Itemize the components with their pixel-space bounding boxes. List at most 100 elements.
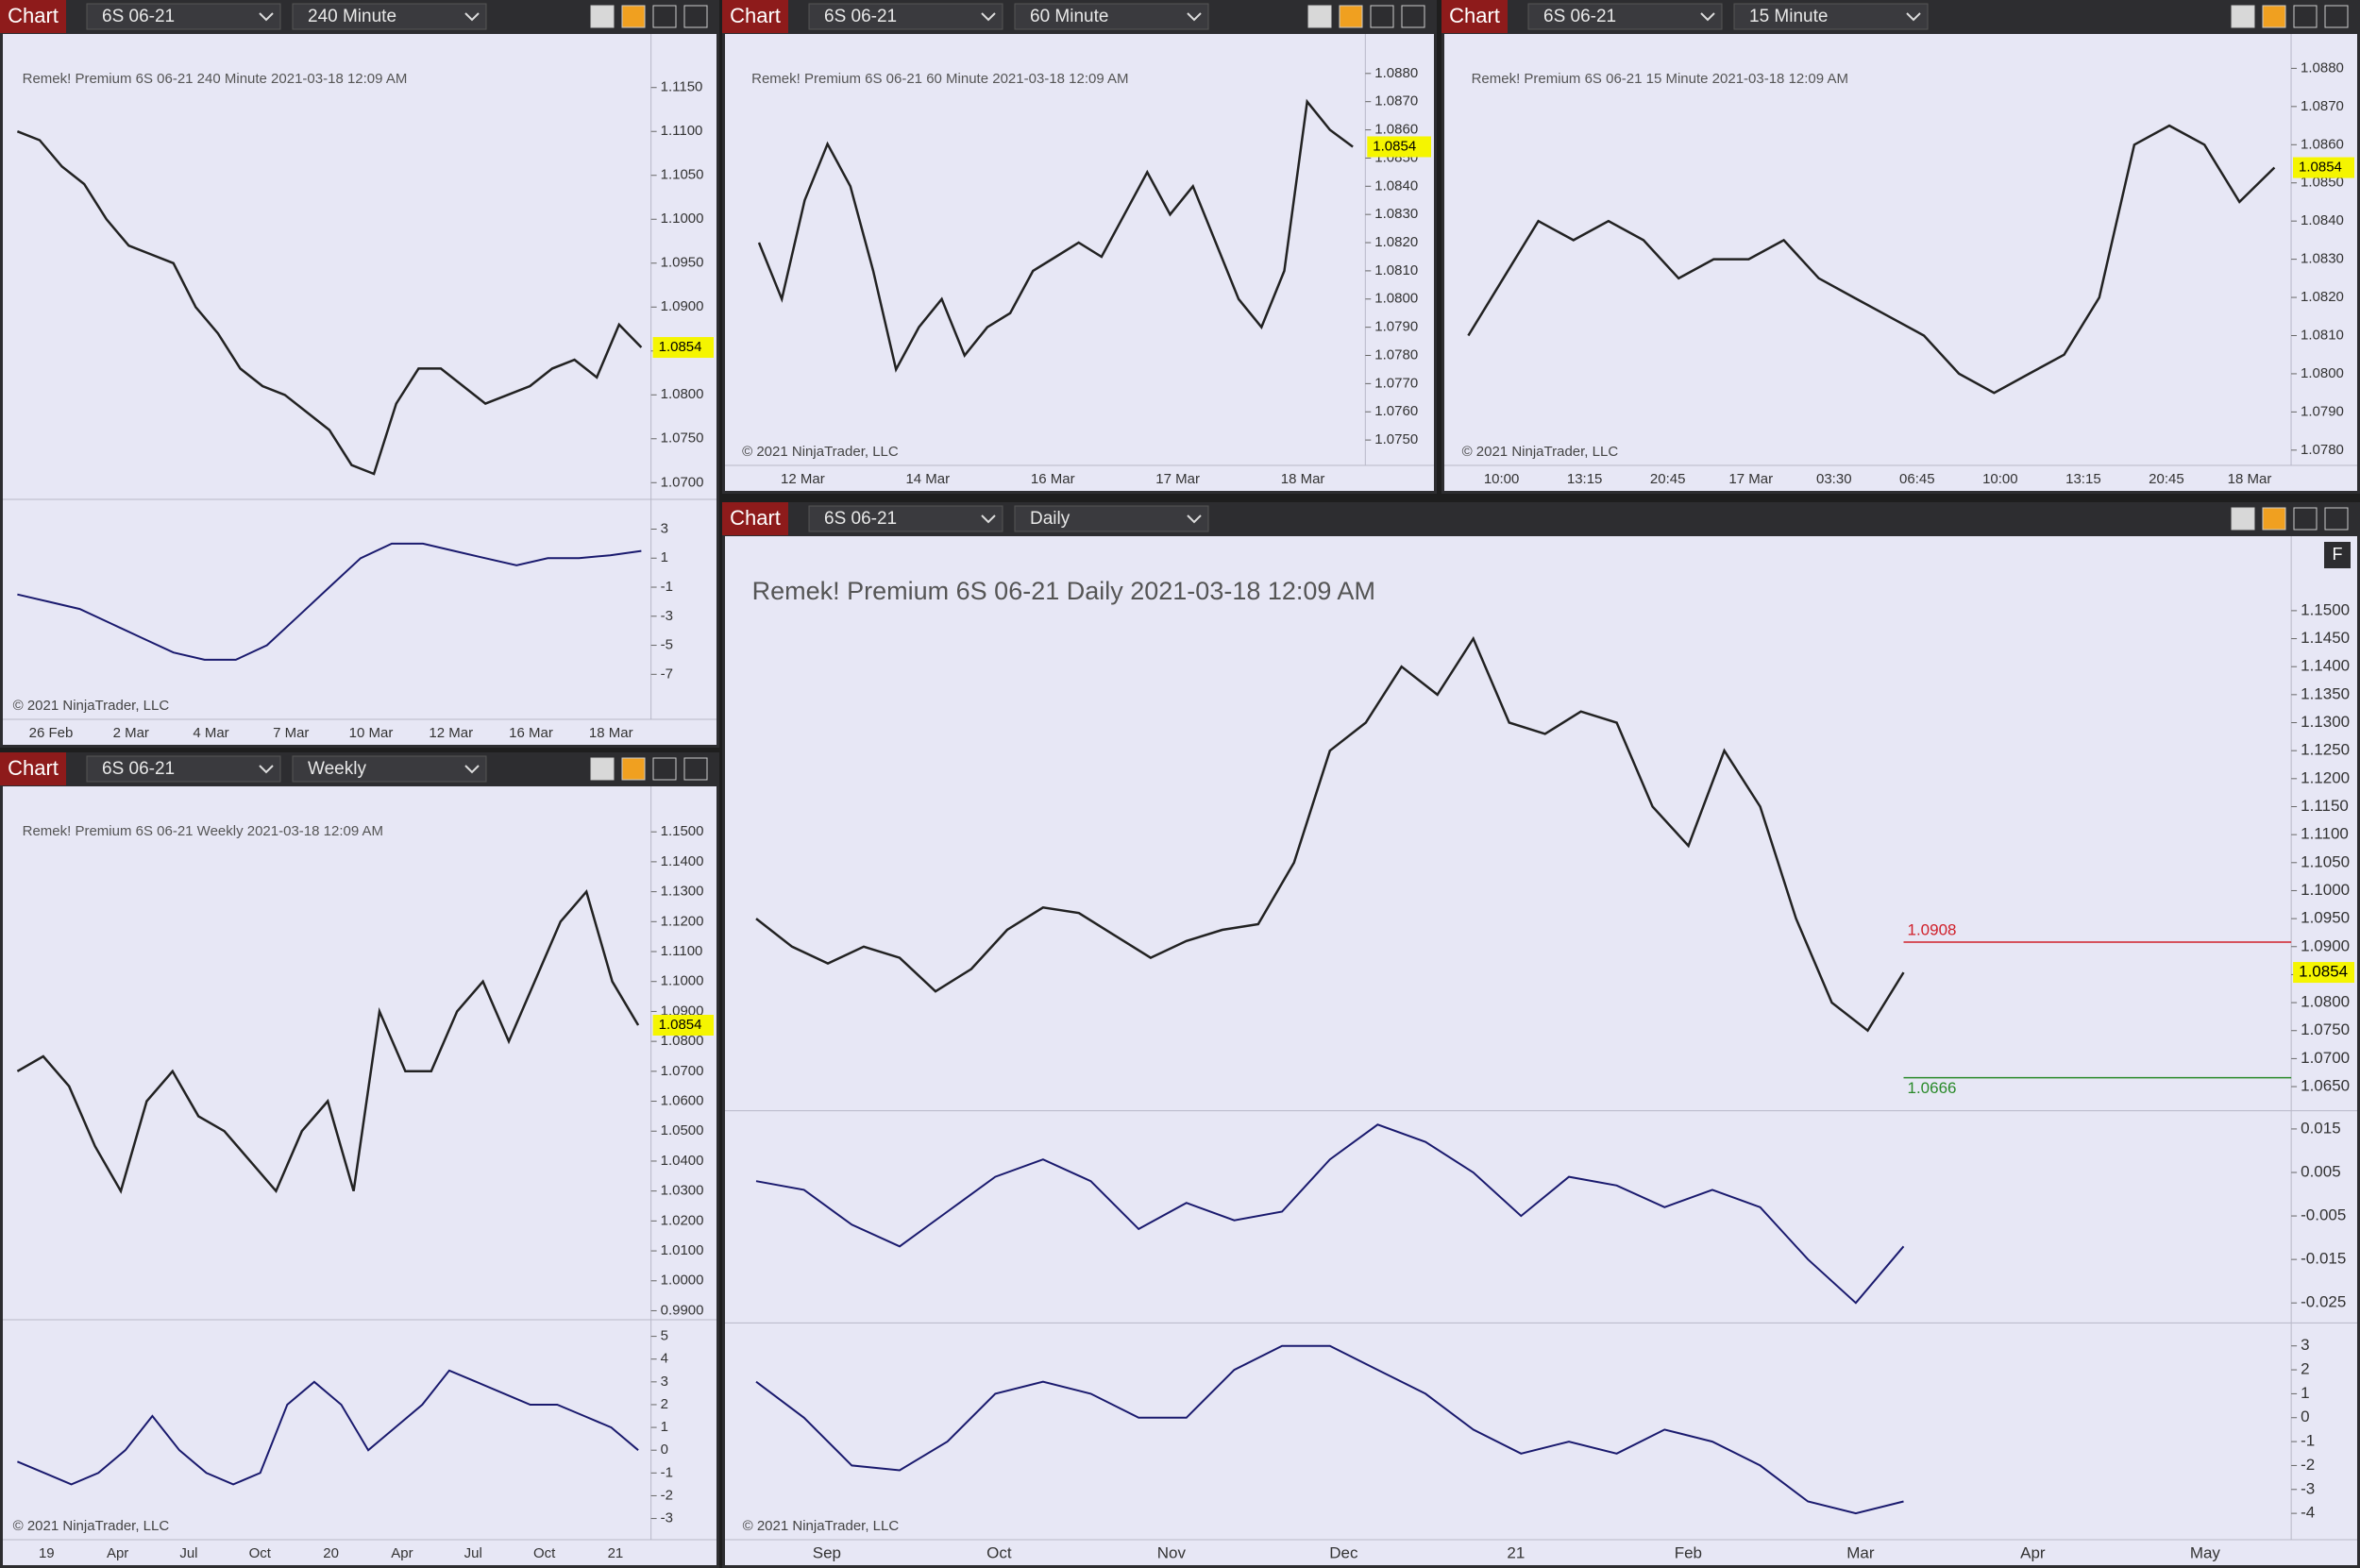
chart-tab	[722, 502, 788, 535]
y-tick-label: -1	[2301, 1432, 2315, 1450]
last-price-tag	[652, 1015, 714, 1037]
instrument-dropdown-text[interactable]: 6S 06-21	[102, 759, 175, 779]
x-tick-label: 06:45	[1899, 471, 1935, 487]
window-button[interactable]	[2293, 507, 2318, 531]
chart-area	[725, 34, 1434, 491]
x-tick-label: 21	[1507, 1543, 1525, 1561]
y-tick-label: 1.0750	[2301, 1020, 2350, 1038]
window-button[interactable]	[590, 5, 615, 28]
y-tick-label: -7	[661, 666, 673, 682]
dropdown-caret	[1906, 12, 1921, 22]
watermark: © 2021 NinjaTrader, LLC	[743, 1518, 900, 1534]
y-tick-label: 1.0780	[1374, 346, 1418, 362]
window-button[interactable]	[652, 757, 677, 781]
y-tick-label: 1.0860	[2301, 136, 2344, 152]
window-button[interactable]	[2324, 5, 2349, 28]
y-tick-label: 1.0900	[2301, 936, 2350, 954]
instrument-dropdown-text[interactable]: 6S 06-21	[824, 509, 897, 529]
y-tick-label: 1.1400	[661, 853, 704, 869]
instrument-dropdown-text[interactable]: 6S 06-21	[824, 7, 897, 26]
interval-dropdown-text[interactable]: 240 Minute	[308, 7, 396, 26]
dropdown[interactable]	[1014, 3, 1209, 30]
y-tick-label: 1.0750	[661, 430, 704, 447]
window-button[interactable]	[2231, 507, 2255, 531]
window-button[interactable]	[1401, 5, 1425, 28]
y-tick-label: 1.0800	[2301, 993, 2350, 1011]
window-button[interactable]	[2324, 507, 2349, 531]
dropdown-caret	[981, 514, 996, 524]
x-tick-label: 17 Mar	[1728, 471, 1773, 487]
chart-info-title: Remek! Premium 6S 06-21 Daily 2021-03-18…	[752, 577, 1375, 605]
x-tick-label: Dec	[1329, 1543, 1358, 1561]
dropdown[interactable]	[808, 3, 1003, 30]
interval-dropdown-text[interactable]: 15 Minute	[1749, 7, 1828, 26]
x-tick-label: 18 Mar	[589, 725, 633, 741]
x-tick-label: 16 Mar	[509, 725, 553, 741]
dropdown-caret	[981, 12, 996, 22]
dropdown[interactable]	[86, 755, 281, 783]
window-button[interactable]	[590, 757, 615, 781]
y-tick-label: -0.005	[2301, 1206, 2346, 1224]
window-button[interactable]	[683, 757, 708, 781]
chart-window: Chart 6S 06-21 Daily 1.1500 1.1450 1.1400 1.13…	[722, 502, 2360, 1568]
x-tick-label: 19	[39, 1545, 55, 1561]
dropdown[interactable]	[292, 3, 487, 30]
side-button[interactable]	[2324, 542, 2351, 568]
y-tick-label: -1	[661, 579, 673, 595]
dropdown[interactable]	[1014, 505, 1209, 532]
window-button[interactable]	[2231, 5, 2255, 28]
window-button[interactable]	[2262, 507, 2286, 531]
window-button[interactable]	[1339, 5, 1363, 28]
y-tick-label: 1.1500	[2301, 600, 2350, 618]
interval-dropdown-text[interactable]: Daily	[1030, 509, 1070, 529]
chart-tab	[0, 752, 66, 785]
x-tick-label: Mar	[1846, 1543, 1875, 1561]
y-tick-label: 1.0870	[1374, 93, 1418, 110]
dropdown[interactable]	[1733, 3, 1929, 30]
chart-area	[725, 536, 2357, 1565]
y-tick-label: -1	[661, 1464, 673, 1480]
y-tick-label: 1.0700	[661, 474, 704, 490]
window-button[interactable]	[683, 5, 708, 28]
interval-dropdown-text[interactable]: Weekly	[308, 759, 366, 779]
chart-window: Chart 6S 06-21 Weekly 1.1500 1.1400 1.1300 1.1…	[0, 752, 719, 1568]
window-button[interactable]	[2262, 5, 2286, 28]
window-button[interactable]	[1307, 5, 1332, 28]
y-tick-label: 1.1200	[2301, 768, 2350, 786]
dropdown[interactable]	[86, 3, 281, 30]
instrument-dropdown-text[interactable]: 6S 06-21	[102, 7, 175, 26]
y-tick-label: 1.0200	[661, 1212, 704, 1228]
watermark: © 2021 NinjaTrader, LLC	[13, 698, 170, 714]
dropdown[interactable]	[292, 755, 487, 783]
y-tick-label: 1.0840	[1374, 177, 1418, 194]
x-tick-label: 20:45	[1650, 471, 1686, 487]
y-tick-label: 0	[661, 1442, 668, 1458]
x-tick-label: 17 Mar	[1155, 471, 1200, 487]
y-tick-label: 1.0900	[661, 298, 704, 314]
interval-dropdown-text[interactable]: 60 Minute	[1030, 7, 1108, 26]
x-tick-label: 14 Mar	[905, 471, 950, 487]
dropdown[interactable]	[808, 505, 1003, 532]
dropdown-caret	[259, 12, 274, 22]
y-tick-label: 1.0840	[2301, 212, 2344, 228]
y-tick-label: 1.1200	[661, 913, 704, 929]
side-button-label[interactable]: F	[2333, 545, 2343, 564]
y-tick-label: 1.0850	[2301, 175, 2344, 191]
oscillator-line	[755, 1123, 1905, 1305]
y-tick-label: 1.0400	[661, 1153, 704, 1169]
y-tick-label: 1.0830	[2301, 251, 2344, 267]
window-button[interactable]	[621, 5, 646, 28]
y-tick-label: 1.0800	[661, 386, 704, 402]
chart-tab	[1441, 0, 1508, 33]
last-price-label: 1.0854	[2299, 160, 2342, 176]
window-button[interactable]	[621, 757, 646, 781]
window-button[interactable]	[1370, 5, 1394, 28]
window-button[interactable]	[652, 5, 677, 28]
instrument-dropdown-text[interactable]: 6S 06-21	[1543, 7, 1616, 26]
dropdown[interactable]	[1527, 3, 1723, 30]
chart-tab	[722, 0, 788, 33]
window-button[interactable]	[2293, 5, 2318, 28]
y-tick-label: -0.015	[2301, 1250, 2346, 1268]
y-tick-label: 1.1000	[2301, 881, 2350, 899]
window-title: Chart	[730, 506, 781, 530]
